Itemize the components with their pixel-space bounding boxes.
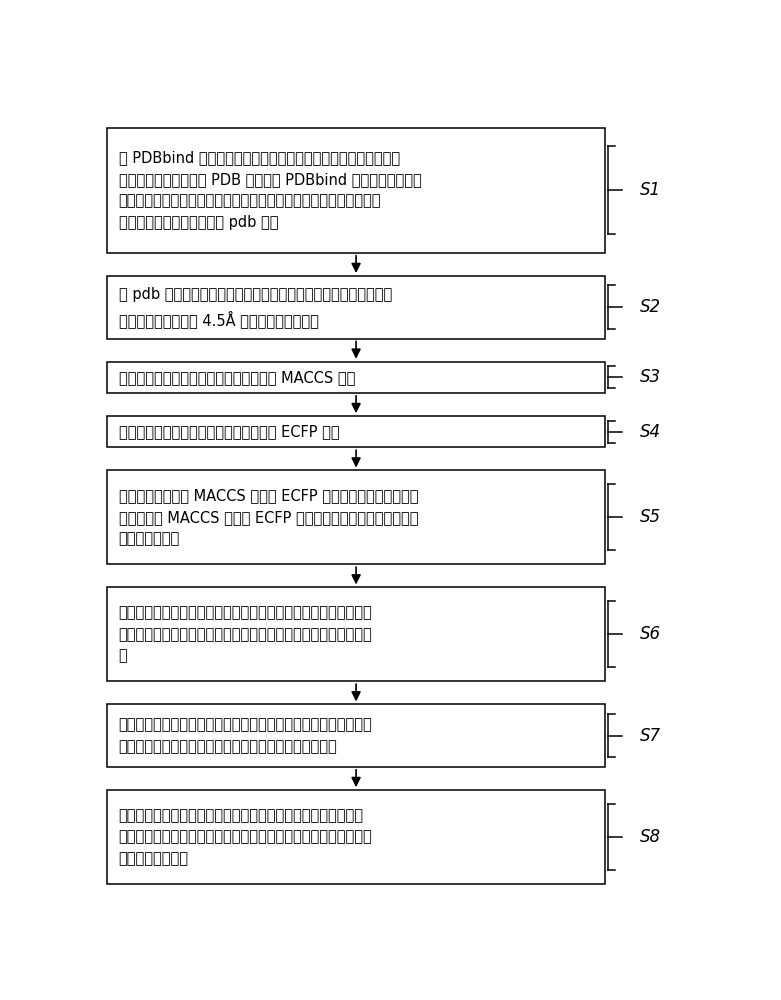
Bar <box>107 128 605 253</box>
Text: S5: S5 <box>640 508 662 526</box>
Text: 使用训练完成的机器学习模型对蛋白质与配体分子结合常数进行
预测，并通过阿雷尼乌斯公式将结合常数转变为结合自由，完成对
结合自由能的预测: 使用训练完成的机器学习模型对蛋白质与配体分子结合常数进行 预测，并通过阿雷尼乌斯… <box>119 808 373 866</box>
Text: 分别计算配体分子和结合口袋内氨基酸的 ECFP 指纹: 分别计算配体分子和结合口袋内氨基酸的 ECFP 指纹 <box>119 424 339 439</box>
Text: 对 pdb 文件中的数据进行解析，得到配体分子及以配体分子为中心
的蛋白质结合口袋内 4.5Å 距离内的氨基酸分子: 对 pdb 文件中的数据进行解析，得到配体分子及以配体分子为中心 的蛋白质结合口… <box>119 287 392 328</box>
Bar <box>107 276 605 339</box>
Bar <box>107 587 605 681</box>
Text: 从 PDBbind 数据集中获取蛋白与配体分子结合的三维结构，并存
储于本地服务器；基于 PDB 数据库与 PDBbind 数据库中的晶体结
构数据，经过数据预: 从 PDBbind 数据集中获取蛋白与配体分子结合的三维结构，并存 储于本地服务… <box>119 150 421 230</box>
Text: S6: S6 <box>640 625 662 643</box>
Text: S2: S2 <box>640 298 662 316</box>
Text: S8: S8 <box>640 828 662 846</box>
Bar <box>107 362 605 393</box>
Text: 计算机器学习模型预测得到的结合常数，与实验结果比较皮尔森相
关系数和绝对误差，对机器学习模型的预测结果进行验证: 计算机器学习模型预测得到的结合常数，与实验结果比较皮尔森相 关系数和绝对误差，对… <box>119 717 373 754</box>
Bar <box>107 470 605 564</box>
Text: S1: S1 <box>640 181 662 199</box>
Text: S7: S7 <box>640 727 662 745</box>
Text: S4: S4 <box>640 423 662 441</box>
Bar <box>107 704 605 767</box>
Text: 分别计算配体分子和结合口袋内氨基酸的 MACCS 密钥: 分别计算配体分子和结合口袋内氨基酸的 MACCS 密钥 <box>119 370 355 385</box>
Bar <box>107 416 605 447</box>
Bar <box>107 790 605 884</box>
Text: 在服务器中建立机器学习模型，并利用训练集对其进行训练，利用
测试集对训练后的机器学习模型进行测试，直到得到预设的预测效
果: 在服务器中建立机器学习模型，并利用训练集对其进行训练，利用 测试集对训练后的机器… <box>119 605 373 663</box>
Text: S3: S3 <box>640 368 662 386</box>
Text: 分别将配体分子的 MACCS 密钥和 ECFP 指纹信息、蛋白结合口袋
内氨基酸的 MACCS 密钥和 ECFP 指纹信息转变成一维张量，形成
训练集和测试集: 分别将配体分子的 MACCS 密钥和 ECFP 指纹信息、蛋白结合口袋 内氨基酸… <box>119 488 418 546</box>
